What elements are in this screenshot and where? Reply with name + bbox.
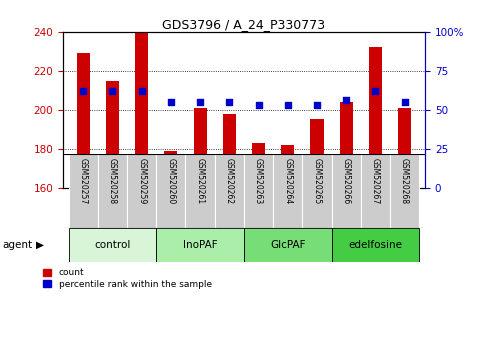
Bar	[369, 47, 382, 188]
Bar	[69, 154, 98, 228]
Text: GSM520267: GSM520267	[371, 158, 380, 204]
Point	[138, 88, 145, 94]
Bar	[244, 228, 331, 262]
Point	[167, 99, 175, 105]
Bar	[156, 228, 244, 262]
Text: GSM520257: GSM520257	[79, 158, 88, 204]
Legend: count, percentile rank within the sample: count, percentile rank within the sample	[43, 268, 212, 289]
Text: GSM520263: GSM520263	[254, 158, 263, 204]
Point	[109, 88, 116, 94]
Bar	[281, 145, 294, 188]
Bar	[302, 154, 331, 228]
Bar	[77, 53, 90, 188]
Bar	[390, 154, 419, 228]
Bar	[244, 154, 273, 228]
Text: GSM520265: GSM520265	[313, 158, 322, 204]
Point	[196, 99, 204, 105]
Text: GSM520262: GSM520262	[225, 158, 234, 204]
Bar	[164, 151, 177, 188]
Text: control: control	[94, 240, 130, 250]
Title: GDS3796 / A_24_P330773: GDS3796 / A_24_P330773	[162, 18, 326, 31]
Bar	[98, 154, 127, 228]
Bar	[223, 114, 236, 188]
Point	[313, 102, 321, 108]
Text: GSM520268: GSM520268	[400, 158, 409, 204]
Text: GlcPAF: GlcPAF	[270, 240, 305, 250]
Bar	[156, 154, 185, 228]
Bar	[106, 80, 119, 188]
Bar	[127, 154, 156, 228]
Point	[79, 88, 87, 94]
Text: GSM520266: GSM520266	[341, 158, 351, 204]
Bar	[398, 108, 411, 188]
Point	[284, 102, 292, 108]
Point	[401, 99, 409, 105]
Bar	[331, 154, 361, 228]
Bar	[215, 154, 244, 228]
Bar	[340, 102, 353, 188]
Bar	[311, 120, 324, 188]
Point	[255, 102, 262, 108]
Text: ▶: ▶	[36, 240, 44, 250]
Text: GSM520260: GSM520260	[166, 158, 175, 204]
Bar	[194, 108, 207, 188]
Text: GSM520258: GSM520258	[108, 158, 117, 204]
Point	[342, 98, 350, 103]
Bar	[273, 154, 302, 228]
Text: GSM520264: GSM520264	[283, 158, 292, 204]
Bar	[361, 154, 390, 228]
Bar	[135, 32, 148, 188]
Text: edelfosine: edelfosine	[348, 240, 402, 250]
Text: GSM520261: GSM520261	[196, 158, 205, 204]
Point	[226, 99, 233, 105]
Text: agent: agent	[2, 240, 32, 250]
Bar	[185, 154, 215, 228]
Text: GSM520259: GSM520259	[137, 158, 146, 204]
Bar	[331, 228, 419, 262]
Text: InoPAF: InoPAF	[183, 240, 217, 250]
Bar	[252, 143, 265, 188]
Bar	[69, 228, 156, 262]
Point	[371, 88, 379, 94]
